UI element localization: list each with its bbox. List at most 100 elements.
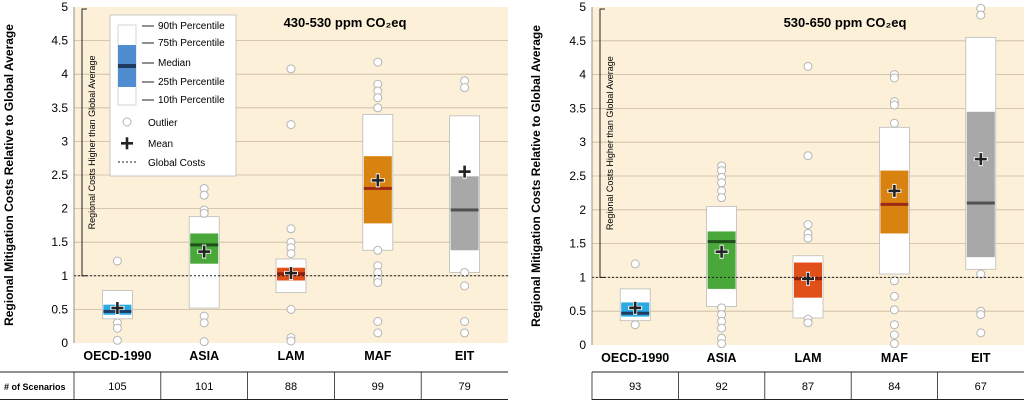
outlier-point — [112, 256, 122, 266]
median-line — [363, 186, 392, 190]
panel1-category-label: ASIA — [189, 349, 219, 363]
outlier-point — [199, 190, 209, 200]
outlier-point — [976, 10, 986, 20]
panel2-category-label: LAM — [794, 351, 821, 365]
mean-marker — [628, 300, 643, 315]
legend-label-median: Median — [158, 58, 191, 69]
panel2-ytick-label: 0 — [579, 338, 586, 352]
outlier-point — [889, 118, 899, 128]
panel2-box-lam — [792, 61, 824, 328]
panel1-ytick-label: 2.5 — [51, 168, 68, 182]
mean-marker — [197, 244, 212, 259]
outlier-point — [889, 339, 899, 349]
outlier-point — [460, 328, 470, 338]
panel2-ytick-label: 4 — [579, 68, 586, 82]
panel1-box-eit — [449, 76, 481, 338]
mean-marker — [887, 183, 902, 198]
mean-v — [289, 267, 293, 280]
outlier-point — [976, 328, 986, 338]
mean-marker — [110, 301, 125, 316]
panel1-ytick-label: 1 — [61, 269, 68, 283]
panel2-box-maf — [879, 70, 910, 349]
mean-marker — [457, 164, 472, 179]
mean-v — [633, 301, 637, 314]
outlier-point — [717, 178, 727, 188]
panel2-ytick-label: 5 — [579, 0, 586, 14]
outlier-point — [199, 337, 209, 347]
outlier-point — [717, 323, 727, 333]
mean-v — [720, 245, 723, 258]
outlier-point — [630, 320, 640, 330]
outlier-point — [889, 73, 899, 83]
panel2-category-label: ASIA — [707, 351, 737, 365]
outlier-point — [889, 320, 899, 330]
legend-mean-symbol-v — [125, 137, 129, 150]
outlier-point — [717, 193, 727, 203]
panel2-ytick-label: 0.5 — [569, 304, 586, 318]
outlier-point — [373, 316, 383, 326]
panel2-scenario-count: 93 — [629, 381, 641, 393]
panel1-count-label: # of Scenarios — [4, 382, 66, 392]
outlier-point — [286, 64, 296, 74]
panel1-ytick-label: 2 — [61, 202, 68, 216]
outlier-point — [286, 120, 296, 130]
outlier-point — [976, 310, 986, 320]
panel1-box-lam — [275, 64, 307, 346]
panel1-ytick-label: 0.5 — [51, 302, 68, 316]
legend-label-p10: 10th Percentile — [158, 95, 225, 106]
panel1-ytick-label: 3 — [61, 134, 68, 148]
legend-outlier-symbol — [122, 117, 132, 127]
median-line — [966, 201, 995, 205]
outlier-point — [889, 291, 899, 301]
outlier-point — [373, 93, 383, 103]
panel1-scenario-count: 99 — [372, 381, 384, 393]
median-line — [880, 202, 909, 206]
mean-marker — [801, 271, 815, 286]
panel1-scenario-count: 101 — [195, 381, 213, 393]
panel1-ylabel: Regional Mitigation Costs Relative to Gl… — [2, 24, 16, 326]
panel2-category-label: OECD-1990 — [601, 351, 669, 365]
outlier-point — [630, 259, 640, 269]
median-line — [450, 208, 479, 212]
outlier-point — [199, 318, 209, 328]
panel2-category-label: EIT — [971, 351, 991, 365]
legend-sample-median — [118, 64, 136, 68]
panel2-scenario-count: 92 — [715, 381, 727, 393]
panel1-bracket — [81, 8, 87, 277]
outlier-point — [460, 281, 470, 291]
panel2-ytick-label: 4.5 — [569, 34, 586, 48]
legend-label-p90: 90th Percentile — [158, 21, 225, 32]
panel1-ytick-label: 1.5 — [51, 235, 68, 249]
panel1-ytick-label: 0 — [61, 336, 68, 350]
outlier-point — [286, 224, 296, 234]
panel2-ytick-label: 3.5 — [569, 101, 586, 115]
mean-v — [979, 153, 983, 166]
panel1-ytick-label: 4.5 — [51, 34, 68, 48]
outlier-point — [286, 304, 296, 314]
legend-label-mean: Mean — [148, 139, 173, 150]
panel1-title: 430-530 ppm CO₂eq — [284, 15, 407, 30]
mean-v — [202, 245, 206, 258]
outlier-point — [286, 249, 296, 259]
outlier-point — [889, 100, 899, 110]
panel2-title: 530-650 ppm CO₂eq — [784, 15, 907, 30]
iqr-box — [966, 111, 995, 258]
mean-v — [893, 184, 896, 197]
panel2-category-label: MAF — [881, 351, 908, 365]
panel2-ytick-label: 3 — [579, 135, 586, 149]
panel1-scenario-count: 79 — [458, 381, 470, 393]
panel1-scenario-count: 88 — [285, 381, 297, 393]
iqr-box — [880, 170, 909, 234]
panel2-bracket — [599, 8, 605, 278]
outlier-point — [286, 336, 296, 346]
panel1-category-label: EIT — [455, 349, 475, 363]
outlier-point — [373, 278, 383, 288]
iqr-box — [707, 231, 736, 289]
outlier-point — [889, 330, 899, 340]
outlier-point — [373, 103, 383, 113]
outlier-point — [803, 233, 813, 243]
panel1-ytick-label: 4 — [61, 67, 68, 81]
outlier-point — [373, 57, 383, 67]
outlier-point — [460, 267, 470, 277]
